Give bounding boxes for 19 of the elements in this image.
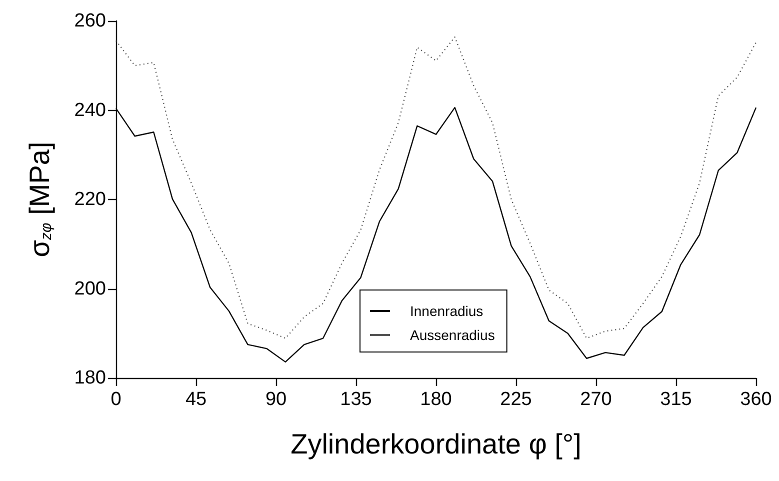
line-series [115, 36, 757, 339]
y-tick-label: 220 [74, 189, 106, 210]
y-tick-label: 260 [74, 10, 106, 32]
x-tick-label: 135 [340, 389, 372, 410]
x-tick-label: 0 [110, 389, 122, 410]
x-tick-label: 315 [660, 389, 692, 410]
y-axis-title: σzφ [MPa] [24, 142, 55, 258]
x-axis-title: Zylinderkoordinate φ [°] [290, 428, 582, 460]
y-tick-label: 180 [74, 368, 106, 388]
x-tick-label: 90 [265, 389, 287, 410]
x-tick-label: 225 [500, 389, 532, 410]
x-tick-label: 180 [420, 389, 452, 410]
legend-label: Innenradius [410, 303, 484, 319]
x-tick-label: 270 [580, 389, 612, 410]
y-tick-label: 200 [74, 278, 106, 300]
y-tick-label: 240 [74, 100, 106, 121]
legend-label: Aussenradius [410, 327, 495, 343]
x-tick-label: 360 [740, 389, 772, 410]
x-tick-label: 45 [185, 389, 207, 410]
